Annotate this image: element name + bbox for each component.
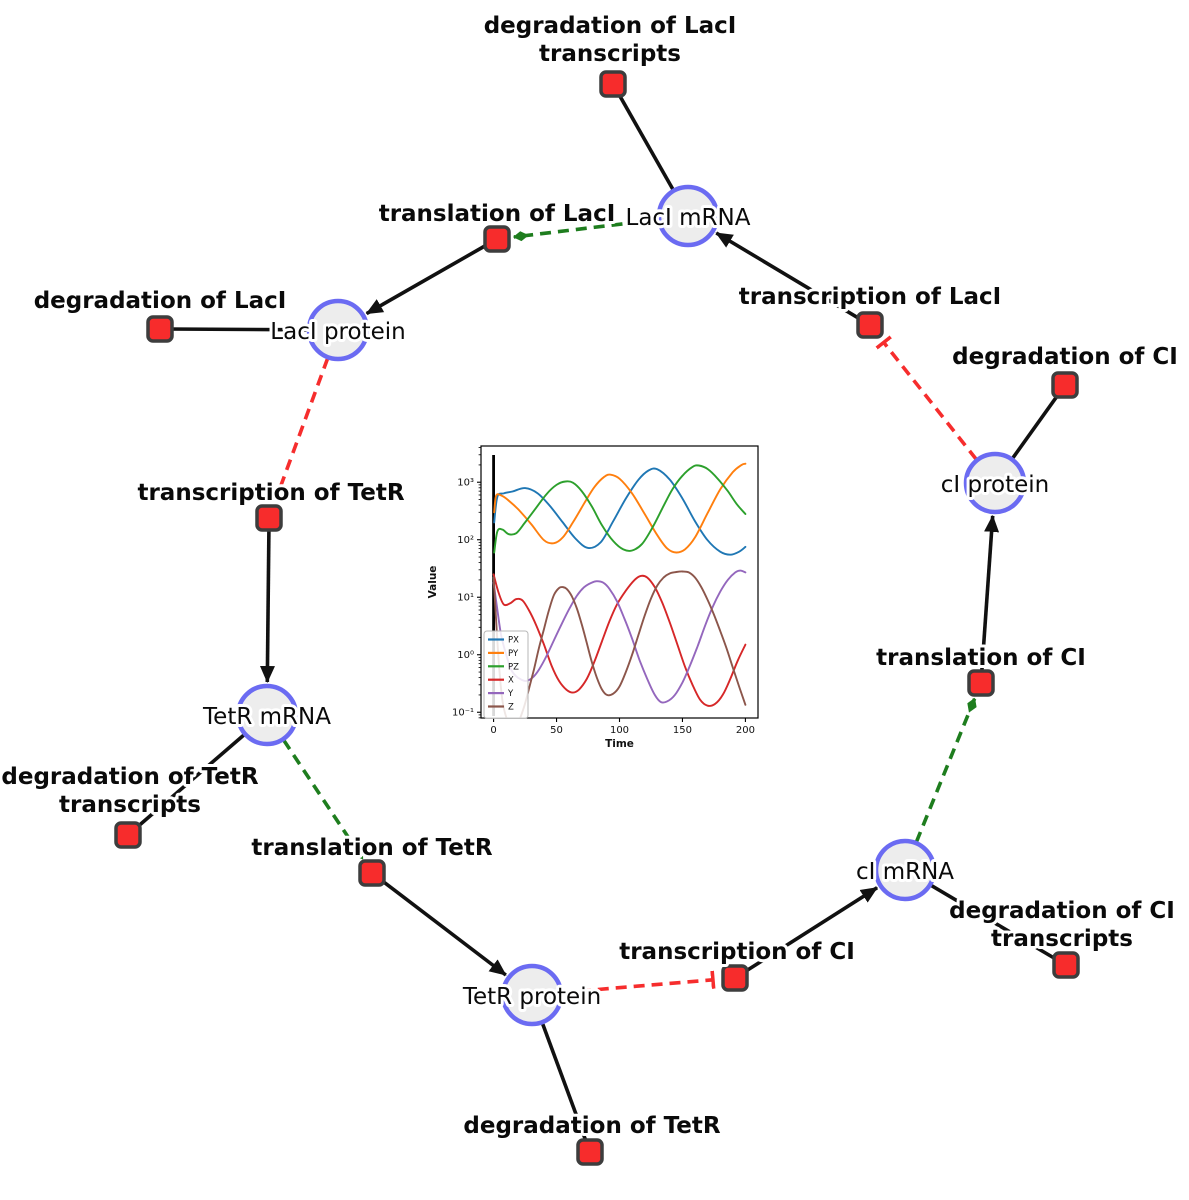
x-tick-label: 100 xyxy=(610,725,629,736)
reaction-node-transl_ci[interactable] xyxy=(967,669,995,697)
reaction-label-deg_ci_tx: degradation of CI transcripts xyxy=(949,898,1175,952)
reaction-label-tx_laci: transcription of LacI xyxy=(739,284,1002,310)
edge-reactant-laci_mrna-deg_laci_tx xyxy=(614,88,675,191)
x-tick-label: 150 xyxy=(673,725,692,736)
x-axis-label: Time xyxy=(605,738,634,750)
reaction-node-deg_laci[interactable] xyxy=(146,315,174,343)
y-tick-label: 10¹ xyxy=(457,593,474,604)
y-tick-label: 10³ xyxy=(457,478,474,489)
species-node-laci_protein[interactable] xyxy=(306,298,370,362)
species-node-laci_mrna[interactable] xyxy=(656,184,720,248)
species-label-tetr_protein: TetR protein xyxy=(462,984,601,1010)
series-line-PX xyxy=(493,467,747,556)
species-node-tetr_protein[interactable] xyxy=(500,963,564,1027)
reaction-node-transl_laci[interactable] xyxy=(483,225,511,253)
reaction-node-tx_ci[interactable] xyxy=(721,964,749,992)
y-tick-label: 10² xyxy=(457,535,474,546)
edge-product-tx_laci-laci_mrna xyxy=(715,231,860,320)
legend-label-PX: PX xyxy=(508,636,519,646)
edge-modifier-ci_mrna-transl_ci xyxy=(914,697,977,843)
species-node-ci_protein[interactable] xyxy=(963,451,1027,515)
legend-label-Z: Z xyxy=(508,703,514,713)
reaction-label-tx_tetr: transcription of TetR xyxy=(137,480,404,506)
reaction-node-deg_laci_tx[interactable] xyxy=(599,70,627,98)
inset-timecourse-chart: 0 50 100 150 20010⁻¹10⁰10¹10²10³TimeValuePXP… xyxy=(427,445,759,750)
series-line-PZ xyxy=(493,464,747,554)
edge-product-tx_tetr-tetr_mrna xyxy=(259,530,275,683)
plot-area xyxy=(492,455,747,718)
reaction-label-transl_ci: translation of CI xyxy=(876,645,1086,671)
legend-label-Y: Y xyxy=(507,689,514,699)
species-node-tetr_mrna[interactable] xyxy=(235,683,299,747)
reaction-label-transl_tetr: translation of TetR xyxy=(251,835,492,861)
legend-label-X: X xyxy=(508,676,514,686)
edge-reactant-ci_mrna-deg_ci_tx xyxy=(929,883,1062,964)
reaction-node-tx_tetr[interactable] xyxy=(255,504,283,532)
series-line-X xyxy=(492,573,747,707)
x-tick-label: 50 xyxy=(550,725,563,736)
edge-modifier-tetr_mrna-transl_tetr xyxy=(282,739,365,860)
edge-inhibition-laci_protein-tx_tetr xyxy=(267,357,330,502)
species-label-laci_protein: LacI protein xyxy=(270,319,405,345)
y-tick-label: 10⁰ xyxy=(457,650,474,661)
x-tick-label: 200 xyxy=(736,725,755,736)
x-tick-label: 0 xyxy=(490,725,496,736)
edge-modifier-laci_mrna-transl_laci xyxy=(512,217,659,242)
reaction-node-deg_tetr_tx[interactable] xyxy=(114,821,142,849)
reaction-node-deg_ci_tx[interactable] xyxy=(1052,951,1080,979)
reaction-label-deg_laci_tx: degradation of LacI transcripts xyxy=(484,13,737,67)
reaction-label-transl_laci: translation of LacI xyxy=(379,201,616,227)
reaction-label-tx_ci: transcription of CI xyxy=(619,939,855,965)
reaction-label-deg_tetr_tx: degradation of TetR transcripts xyxy=(1,764,258,818)
y-tick-label: 10⁻¹ xyxy=(452,708,474,719)
edge-reactant-laci_protein-deg_laci xyxy=(165,327,309,332)
edge-reactant-tetr_protein-deg_tetr xyxy=(540,1022,590,1148)
species-label-tetr_mrna: TetR mRNA xyxy=(202,704,331,730)
edge-inhibition-tetr_protein-tx_ci xyxy=(561,970,716,995)
edge-product-transl_laci-laci_protein xyxy=(365,243,487,316)
species-label-ci_mrna: cI mRNA xyxy=(856,859,954,885)
reaction-node-deg_tetr[interactable] xyxy=(576,1138,604,1166)
edge-inhibition-ci_protein-tx_laci xyxy=(875,335,978,461)
species-label-laci_mrna: LacI mRNA xyxy=(626,205,751,231)
species-node-ci_mrna[interactable] xyxy=(873,838,937,902)
reaction-node-transl_tetr[interactable] xyxy=(358,859,386,887)
legend-label-PZ: PZ xyxy=(508,662,519,672)
series-line-Z xyxy=(492,570,747,718)
legend: PX PY PZ XYZ xyxy=(483,630,529,719)
reaction-label-deg_ci: degradation of CI xyxy=(952,344,1178,370)
edges-layer xyxy=(131,88,1063,1148)
edge-reactant-ci_protein-deg_ci xyxy=(1010,388,1063,460)
labels-layer: degradation of LacI transcripts translatio… xyxy=(0,10,1181,1142)
edge-product-transl_ci-ci_protein xyxy=(980,514,1000,671)
legend-label-PY: PY xyxy=(508,649,519,659)
edge-product-tx_ci-ci_mrna xyxy=(745,886,879,973)
nodes-layer xyxy=(114,70,1080,1166)
edge-reactant-tetr_mrna-deg_tetr_tx xyxy=(131,733,246,833)
reaction-node-deg_ci[interactable] xyxy=(1051,371,1079,399)
species-label-ci_protein: cI protein xyxy=(941,472,1050,498)
y-axis-label: Value xyxy=(427,566,439,599)
edge-product-transl_tetr-tetr_protein xyxy=(381,879,507,977)
reaction-label-deg_laci: degradation of LacI xyxy=(34,288,287,314)
reaction-node-tx_laci[interactable] xyxy=(856,311,884,339)
reaction-label-deg_tetr: degradation of TetR xyxy=(463,1113,720,1139)
series-line-PY xyxy=(493,462,747,554)
legend-box xyxy=(483,630,529,719)
